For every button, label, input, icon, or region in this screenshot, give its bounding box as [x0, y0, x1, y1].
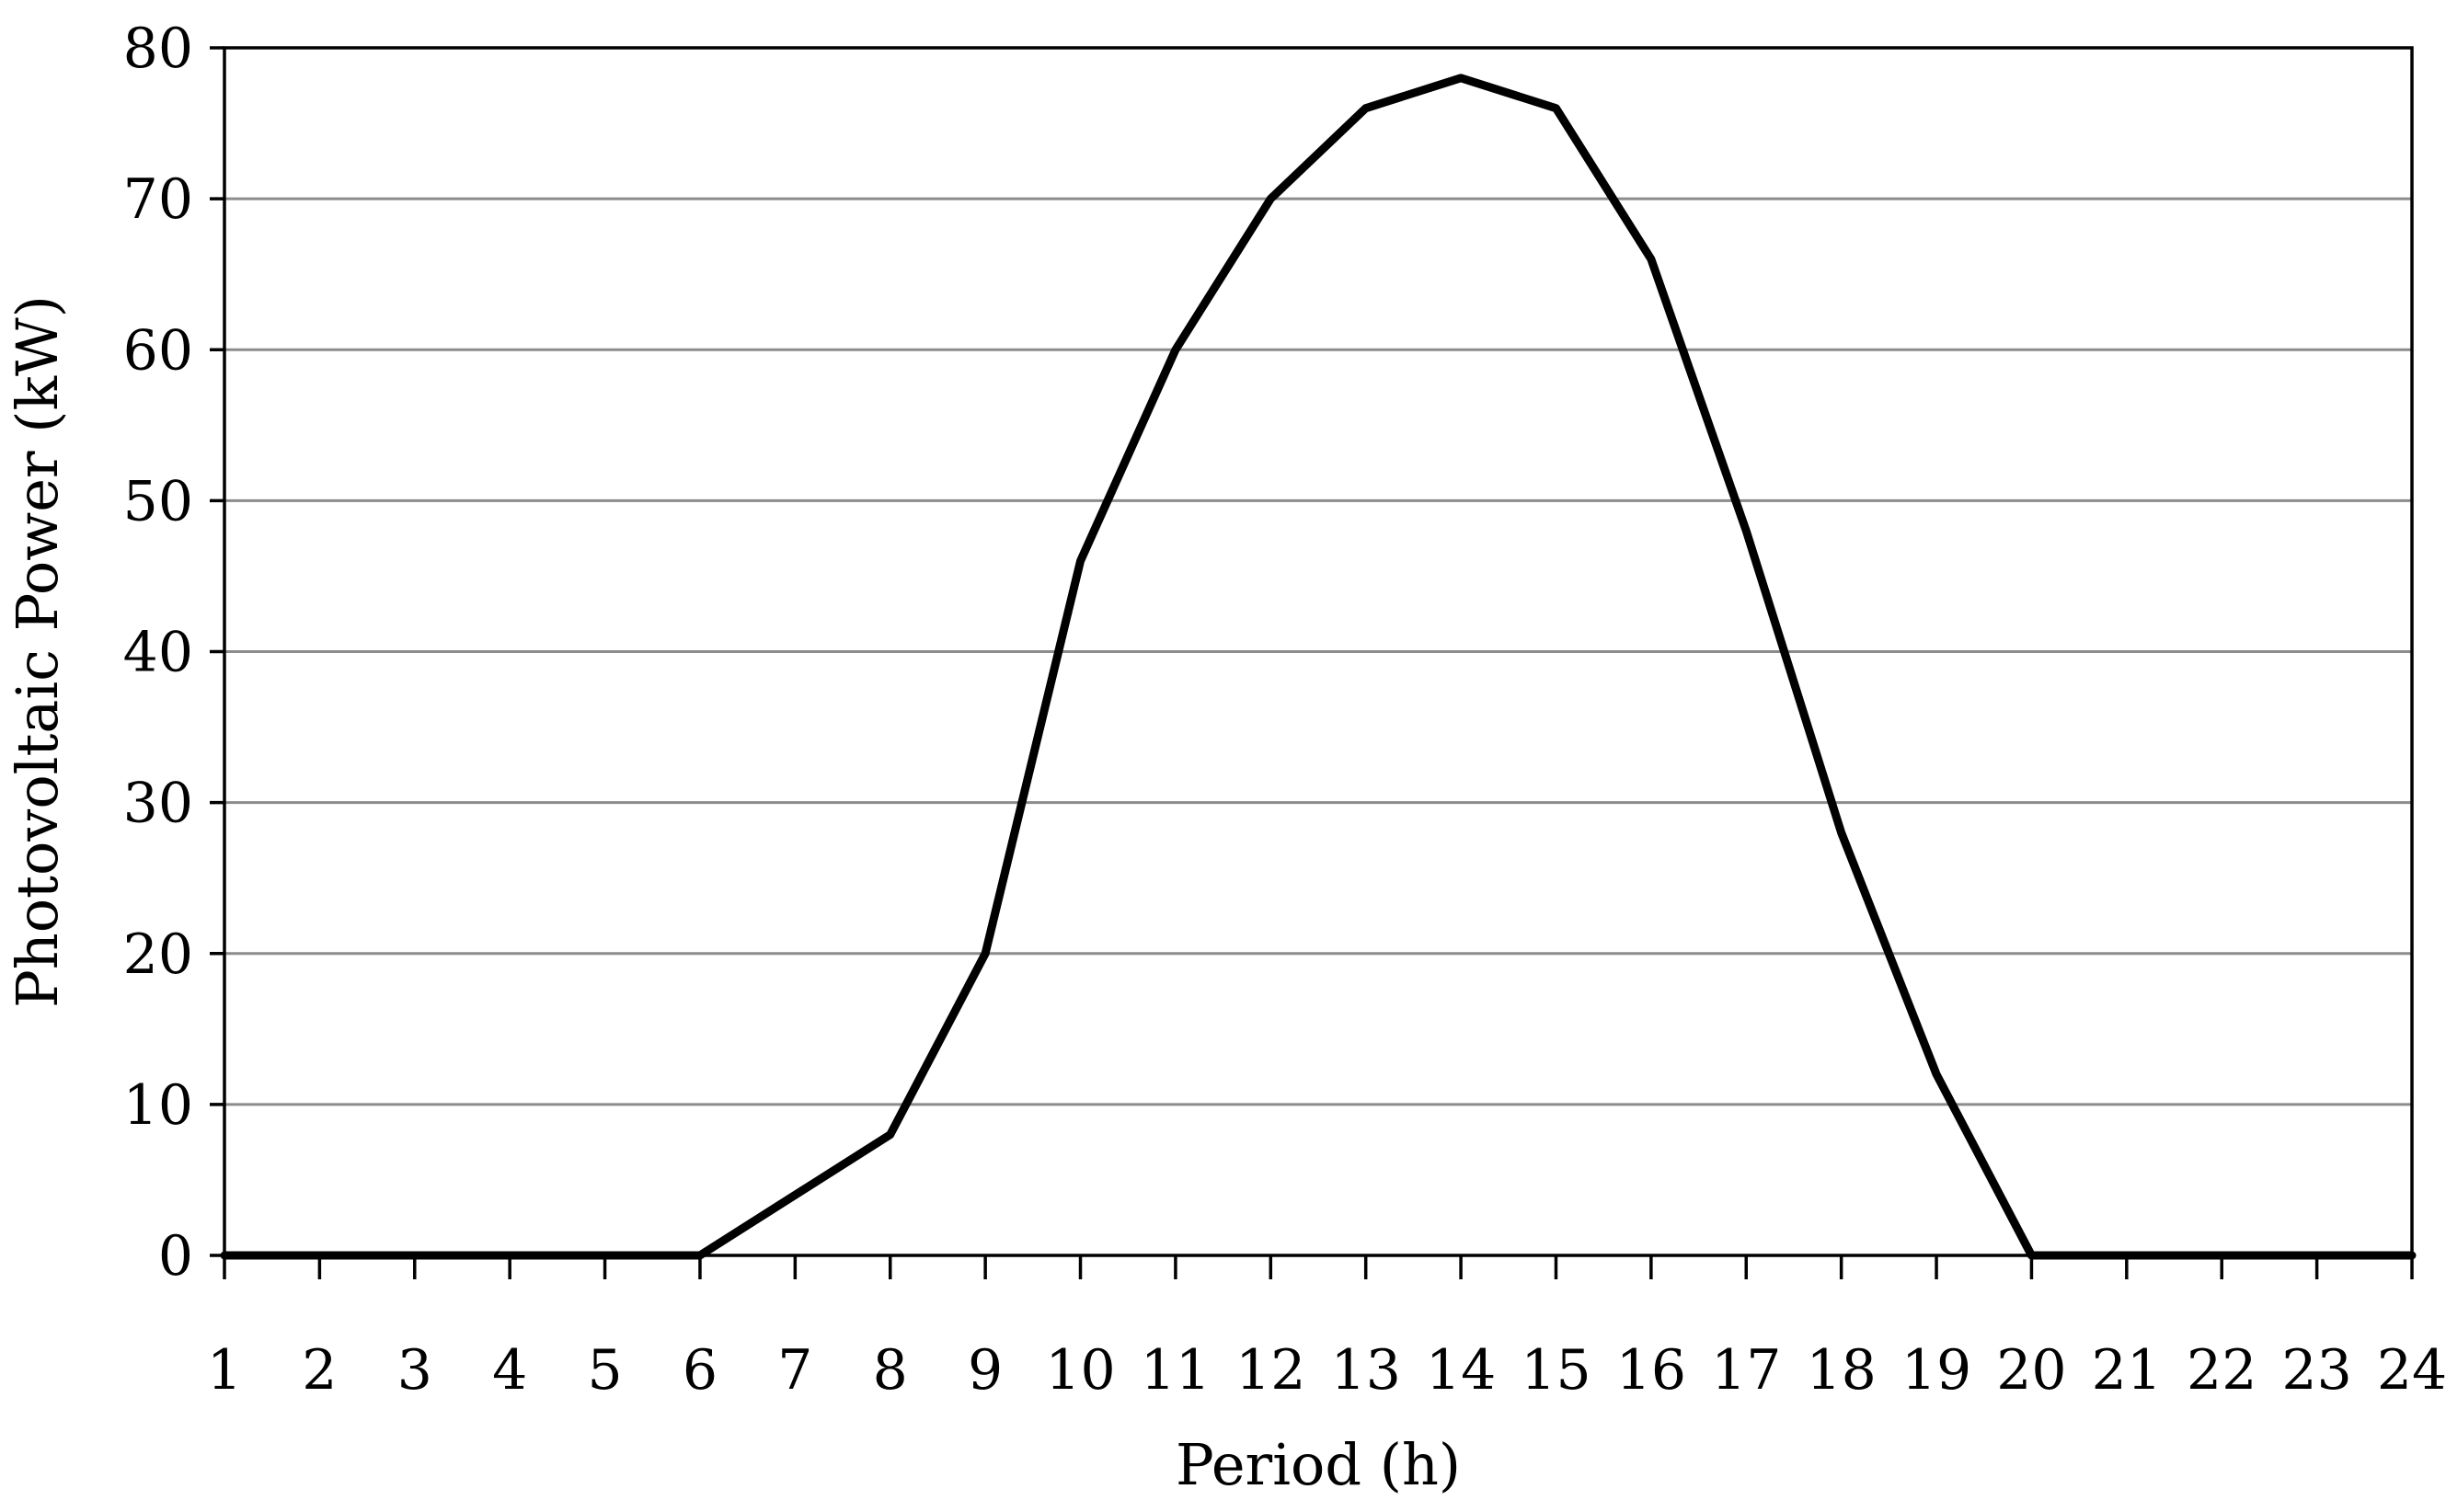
x-tick-label: 21	[2092, 1338, 2162, 1403]
x-tick-label: 22	[2187, 1338, 2257, 1403]
x-tick-label: 13	[1331, 1338, 1401, 1403]
y-tick-label: 40	[123, 621, 193, 685]
x-tick-label: 4	[492, 1338, 527, 1403]
y-tick-label: 10	[123, 1073, 193, 1138]
x-tick-label: 19	[1901, 1338, 1971, 1403]
x-tick-label: 14	[1426, 1338, 1496, 1403]
x-axis-title: Period (h)	[1176, 1431, 1461, 1498]
y-tick-label: 0	[158, 1224, 193, 1289]
x-tick-label: 12	[1235, 1338, 1305, 1403]
x-tick-label: 2	[302, 1338, 337, 1403]
x-tick-label: 15	[1521, 1338, 1590, 1403]
x-tick-label: 6	[683, 1338, 718, 1403]
x-tick-label: 5	[587, 1338, 622, 1403]
y-tick-label: 20	[123, 922, 193, 987]
y-tick-label: 80	[123, 17, 193, 81]
gridlines	[224, 46, 2412, 1106]
x-tick-label: 17	[1711, 1338, 1781, 1403]
y-axis-title: Photovoltaic Power (kW)	[4, 295, 71, 1008]
x-tick-label: 10	[1045, 1338, 1115, 1403]
x-tick-label: 23	[2281, 1338, 2351, 1403]
y-tick-label: 30	[123, 772, 193, 836]
x-tick-label: 9	[968, 1338, 1003, 1403]
y-tick-label: 50	[123, 469, 193, 533]
series-line-0	[220, 74, 2417, 1260]
x-tick-label: 16	[1616, 1338, 1686, 1403]
x-tick-label: 3	[397, 1338, 432, 1403]
x-tick-label: 20	[1996, 1338, 2066, 1403]
x-tick-label: 1	[207, 1338, 242, 1403]
x-axis-ticks: 1 2 3 4 5 6 7 8 9 10 11 12 13 14 15 16 17 18 19 20 21 22 23 24	[207, 1255, 2446, 1403]
x-tick-label: 18	[1806, 1338, 1876, 1403]
y-axis-ticks: 0 10 20 30 40 50 60 70 80	[123, 17, 224, 1289]
x-tick-label: 8	[873, 1338, 908, 1403]
x-tick-label: 24	[2377, 1338, 2446, 1403]
x-tick-label: 11	[1141, 1338, 1211, 1403]
y-tick-label: 60	[123, 318, 193, 383]
series	[220, 74, 2417, 1260]
y-tick-label: 70	[123, 167, 193, 232]
x-tick-label: 7	[777, 1338, 812, 1403]
